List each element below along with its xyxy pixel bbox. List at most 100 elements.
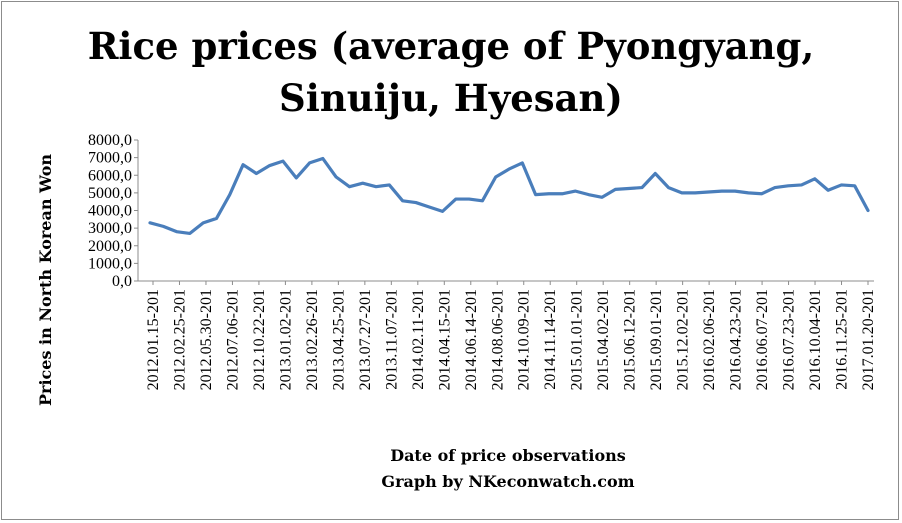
y-tick-label: 4000,0 xyxy=(88,203,132,220)
data-point xyxy=(694,192,696,194)
x-tick-label: 2016.10.04-201 xyxy=(807,289,824,390)
data-point xyxy=(202,222,204,224)
x-tick-label: 2013.01.02-201 xyxy=(277,289,294,390)
x-tick-label: 2015.01.01-201 xyxy=(569,289,586,390)
data-point xyxy=(827,189,829,192)
x-tick-label: 2016.07.23-201 xyxy=(781,289,798,390)
x-tick-label: 2016.02.06-201 xyxy=(701,289,718,390)
data-point xyxy=(787,185,790,187)
data-point xyxy=(707,191,710,193)
data-point xyxy=(481,200,484,202)
data-point xyxy=(561,192,563,195)
data-point xyxy=(734,190,736,192)
x-tick-label: 2016.04.23-201 xyxy=(728,289,745,390)
data-point xyxy=(494,176,497,178)
y-tick-label: 2000,0 xyxy=(88,238,132,255)
y-axis-ticks: 0,01000,02000,03000,04000,05000,06000,07… xyxy=(88,132,138,290)
series-rice-price xyxy=(148,156,870,236)
data-point xyxy=(322,157,324,160)
data-point xyxy=(814,177,816,180)
data-point xyxy=(840,184,843,186)
x-tick-label: 2014.10.09-201 xyxy=(516,289,533,390)
data-point xyxy=(388,184,391,186)
x-tick-label: 2013.02.26-201 xyxy=(304,289,321,390)
x-tick-label: 2014.02.11-201 xyxy=(410,289,427,390)
x-tick-label: 2013.04.25-201 xyxy=(330,289,347,390)
data-point xyxy=(468,198,470,200)
data-point xyxy=(268,164,271,167)
data-point xyxy=(774,186,776,189)
data-point xyxy=(627,187,630,190)
data-point xyxy=(255,172,258,175)
data-point xyxy=(574,190,577,192)
data-point xyxy=(335,176,337,178)
data-point xyxy=(641,186,643,189)
y-tick-label: 5000,0 xyxy=(88,185,132,202)
x-tick-label: 2013.07.27-201 xyxy=(357,289,374,390)
data-point xyxy=(455,198,457,200)
y-tick-label: 8000,0 xyxy=(88,132,132,149)
y-axis-title: Prices in North Korean Won xyxy=(36,154,55,406)
x-tick-label: 2012.05.30-201 xyxy=(198,289,215,390)
data-point xyxy=(601,196,603,199)
x-tick-label: 2016.06.07-201 xyxy=(754,289,771,390)
y-tick-label: 0,0 xyxy=(112,273,132,290)
data-point xyxy=(441,210,444,213)
data-point xyxy=(681,192,683,194)
x-tick-label: 2014.04.15-201 xyxy=(436,289,453,390)
data-point xyxy=(348,185,351,188)
data-point xyxy=(667,186,670,189)
data-point xyxy=(401,200,404,202)
y-tick-label: 7000,0 xyxy=(88,150,132,167)
data-point xyxy=(534,193,537,196)
data-point xyxy=(415,201,417,204)
data-point xyxy=(428,206,431,208)
data-point xyxy=(295,177,298,179)
data-point xyxy=(215,217,218,220)
x-tick-label: 2012.02.25-201 xyxy=(171,289,188,390)
x-tick-label: 2014.11.14-201 xyxy=(542,289,559,390)
x-tick-label: 2016.11.25-201 xyxy=(834,289,851,390)
x-axis-ticks: 2012.01.15-201 2012.02.25-201 2012.05.30-2… xyxy=(145,281,877,390)
data-point xyxy=(149,222,151,224)
data-point xyxy=(162,225,165,228)
data-point xyxy=(867,209,869,212)
data-point xyxy=(242,163,244,166)
x-tick-label: 2014.08.06-201 xyxy=(489,289,506,390)
data-point xyxy=(760,192,763,195)
x-tick-label: 2015.09.01-201 xyxy=(648,289,665,390)
x-tick-label: 2015.12.02-201 xyxy=(675,289,692,390)
data-point xyxy=(282,160,284,162)
data-point xyxy=(508,168,510,170)
data-point xyxy=(228,193,231,196)
data-point xyxy=(361,182,364,184)
data-point xyxy=(375,185,377,188)
chart-credit: Graph by NKeconwatch.com xyxy=(381,472,634,491)
data-point xyxy=(720,190,723,192)
x-tick-label: 2017.01.20-201 xyxy=(860,289,877,390)
chart-title: Rice prices (average of Pyongyang, Sinui… xyxy=(0,20,902,124)
data-point xyxy=(587,193,590,196)
y-tick-label: 6000,0 xyxy=(88,167,132,184)
data-point xyxy=(654,172,657,175)
x-tick-label: 2012.01.15-201 xyxy=(145,289,162,390)
data-point xyxy=(548,192,550,195)
data-point xyxy=(308,162,311,164)
data-point xyxy=(800,184,803,186)
y-tick-label: 1000,0 xyxy=(88,255,132,272)
data-point xyxy=(853,185,856,187)
y-tick-label: 3000,0 xyxy=(88,220,132,237)
data-point xyxy=(521,162,524,164)
data-point xyxy=(189,232,191,235)
x-tick-label: 2015.04.02-201 xyxy=(595,289,612,390)
chart-title-line-2: Sinuiju, Hyesan) xyxy=(279,76,623,120)
data-point xyxy=(747,192,750,194)
x-tick-label: 2012.07.06-201 xyxy=(224,289,241,390)
x-axis-title: Date of price observations xyxy=(390,446,626,465)
x-tick-label: 2014.06.14-201 xyxy=(463,289,480,390)
data-point xyxy=(614,188,617,191)
x-tick-label: 2015.06.12-201 xyxy=(622,289,639,390)
data-point xyxy=(175,230,178,233)
